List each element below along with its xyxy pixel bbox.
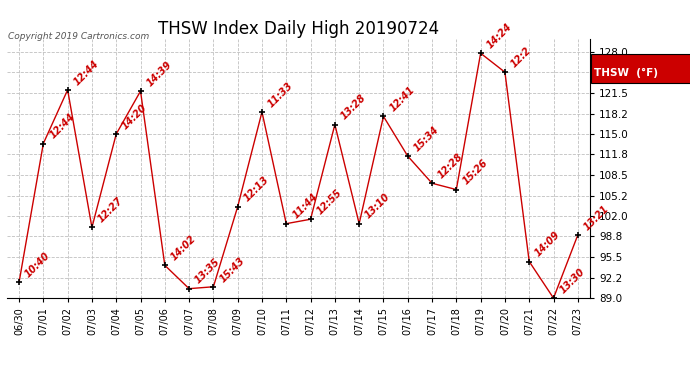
Text: THSW  (°F): THSW (°F) (594, 68, 658, 78)
Text: 13:28: 13:28 (339, 93, 368, 122)
Text: 15:43: 15:43 (217, 255, 246, 284)
Text: 12:44: 12:44 (48, 112, 77, 141)
Text: 14:02: 14:02 (169, 234, 198, 262)
Text: 12:41: 12:41 (388, 85, 417, 114)
Text: 14:09: 14:09 (533, 230, 562, 259)
Text: 12:2: 12:2 (509, 45, 533, 69)
Text: 12:44: 12:44 (72, 58, 101, 87)
Text: 15:34: 15:34 (412, 124, 441, 153)
Text: 13:21: 13:21 (582, 203, 611, 232)
Text: 14:39: 14:39 (145, 60, 174, 88)
Text: 13:10: 13:10 (364, 192, 392, 221)
Text: Copyright 2019 Cartronics.com: Copyright 2019 Cartronics.com (8, 32, 150, 41)
Text: 14:24: 14:24 (485, 22, 513, 51)
Text: 12:27: 12:27 (96, 196, 125, 225)
Title: THSW Index Daily High 20190724: THSW Index Daily High 20190724 (158, 20, 439, 38)
Text: 12:28: 12:28 (436, 152, 465, 180)
Text: 11:33: 11:33 (266, 80, 295, 109)
Text: 13:35: 13:35 (193, 257, 222, 286)
Text: 15:26: 15:26 (460, 158, 489, 187)
Text: 13:30: 13:30 (558, 267, 586, 296)
Text: 12:55: 12:55 (315, 188, 344, 216)
Text: 12:13: 12:13 (242, 175, 270, 204)
Text: 10:40: 10:40 (23, 251, 52, 280)
Text: 14:20: 14:20 (120, 102, 149, 131)
Text: 11:44: 11:44 (290, 192, 319, 221)
